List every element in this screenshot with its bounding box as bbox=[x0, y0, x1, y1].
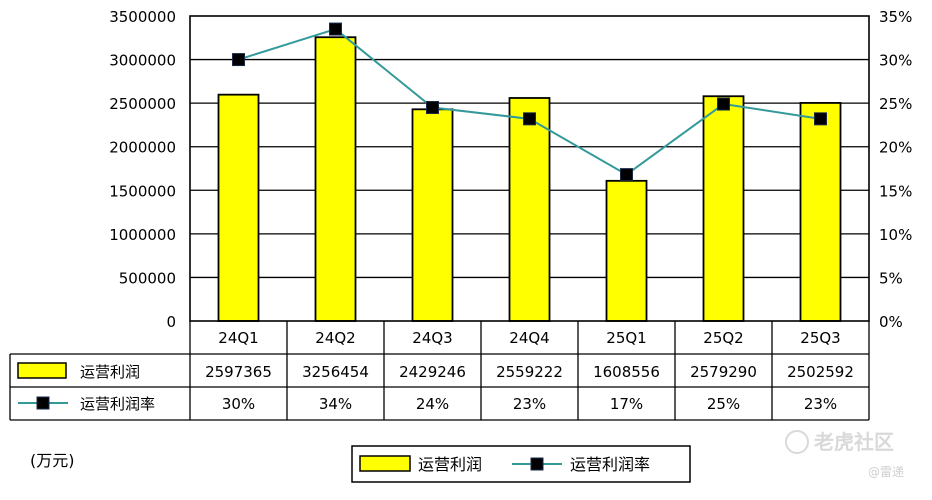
y-right-tick-label: 0% bbox=[879, 313, 903, 331]
category-label: 25Q1 bbox=[606, 329, 646, 347]
y-right-tick-label: 10% bbox=[879, 226, 912, 244]
bar-value-label: 2502592 bbox=[787, 363, 854, 381]
bar bbox=[508, 97, 551, 322]
bar-value-label: 3256454 bbox=[302, 363, 369, 381]
category-label: 24Q3 bbox=[412, 329, 452, 347]
data-table: 24Q1 24Q2 24Q3 24Q4 25Q1 25Q2 25Q3 运营利润 2597365 3… bbox=[9, 321, 870, 421]
table-bar-key bbox=[17, 362, 67, 379]
y-left-tick-label: 3000000 bbox=[109, 52, 176, 70]
y-left-tick-label: 1000000 bbox=[109, 226, 176, 244]
bar bbox=[411, 108, 454, 322]
rate-value-label: 34% bbox=[319, 395, 352, 413]
line-point bbox=[620, 168, 633, 182]
line-point bbox=[814, 112, 827, 126]
category-label: 24Q1 bbox=[218, 329, 258, 347]
watermark-handle: @雷递 bbox=[868, 465, 904, 479]
legend-bar-swatch bbox=[359, 455, 411, 472]
y-right-tick-label: 25% bbox=[879, 95, 912, 113]
line-point bbox=[232, 53, 245, 67]
bar bbox=[702, 95, 745, 322]
bar-value-label: 2559222 bbox=[496, 363, 563, 381]
y-right-tick-label: 15% bbox=[879, 182, 912, 200]
y-right-tick-label: 5% bbox=[879, 269, 903, 287]
table-row-label: 运营利润 bbox=[80, 363, 140, 381]
bar bbox=[799, 102, 842, 322]
legend-line-marker bbox=[530, 457, 544, 471]
line-point bbox=[523, 112, 536, 126]
y-right-tick-label: 35% bbox=[879, 8, 912, 26]
rate-value-label: 23% bbox=[513, 395, 546, 413]
y-right-tick-label: 20% bbox=[879, 139, 912, 157]
unit-note: (万元) bbox=[30, 451, 75, 470]
rate-value-label: 17% bbox=[610, 395, 643, 413]
category-label: 24Q4 bbox=[509, 329, 549, 347]
y-left-tick-label: 1500000 bbox=[109, 182, 176, 200]
bar-value-label: 2429246 bbox=[399, 363, 466, 381]
line-point bbox=[329, 22, 342, 36]
legend: 运营利润 运营利润率 bbox=[351, 445, 691, 483]
rate-value-label: 24% bbox=[416, 395, 449, 413]
marker-layer bbox=[232, 22, 827, 182]
line-point bbox=[426, 101, 439, 114]
y-left-tick-label: 3500000 bbox=[109, 8, 176, 26]
bar bbox=[314, 36, 357, 322]
watermark-brand: 老虎社区 bbox=[814, 430, 894, 454]
legend-line-label: 运营利润率 bbox=[570, 455, 650, 474]
legend-bar-label: 运营利润 bbox=[418, 455, 482, 474]
y-right-tick-label: 30% bbox=[879, 52, 912, 70]
bar bbox=[605, 179, 648, 322]
y-left-tick-label: 500000 bbox=[119, 269, 176, 287]
rate-value-label: 25% bbox=[707, 395, 740, 413]
plot-frame bbox=[189, 15, 870, 322]
bar-value-label: 2597365 bbox=[205, 363, 272, 381]
bar-layer bbox=[217, 36, 842, 322]
axis-layer: 0 0% 500000 5% 1000000 10% 1500000 15% 2000000 20… bbox=[109, 8, 912, 331]
y-left-tick-label: 2000000 bbox=[109, 139, 176, 157]
table-row-label: 运营利润率 bbox=[80, 395, 155, 413]
line-point bbox=[717, 97, 730, 111]
table-line-key-marker bbox=[36, 396, 50, 410]
bar-value-label: 1608556 bbox=[593, 363, 660, 381]
category-label: 25Q2 bbox=[703, 329, 743, 347]
watermark: 老虎社区 @雷递 bbox=[785, 430, 904, 479]
category-label: 24Q2 bbox=[315, 329, 355, 347]
watermark-logo-icon bbox=[785, 430, 809, 454]
category-label: 25Q3 bbox=[800, 329, 840, 347]
bar-value-label: 2579290 bbox=[690, 363, 757, 381]
bar bbox=[217, 93, 260, 322]
rate-value-label: 30% bbox=[222, 395, 255, 413]
rate-value-label: 23% bbox=[804, 395, 837, 413]
y-left-tick-label: 0 bbox=[166, 313, 176, 331]
y-left-tick-label: 2500000 bbox=[109, 95, 176, 113]
